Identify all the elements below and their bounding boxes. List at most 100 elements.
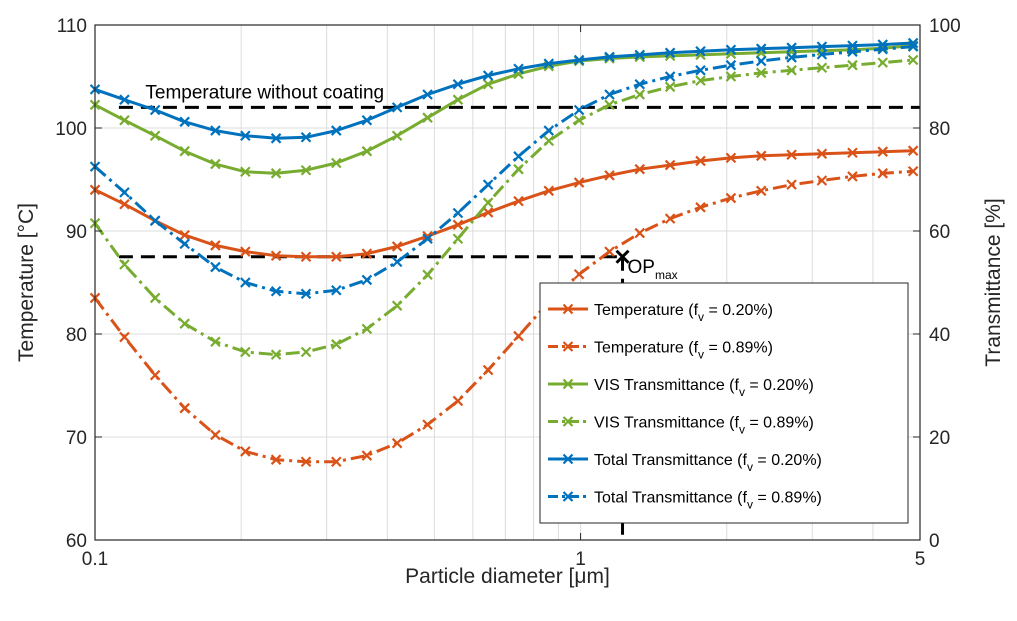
series-marker <box>786 52 797 63</box>
y-right-tick-label: 60 <box>929 222 950 243</box>
y-right-tick-label: 80 <box>929 119 950 140</box>
series-line <box>94 41 914 140</box>
legend-label-sub: v <box>698 348 704 362</box>
series-marker <box>119 259 130 270</box>
series-marker <box>149 104 161 116</box>
series-marker <box>725 152 737 164</box>
series-marker <box>452 94 464 105</box>
series-marker <box>422 419 433 430</box>
series-marker <box>847 147 858 158</box>
series-marker <box>634 89 646 100</box>
series-marker <box>755 43 767 54</box>
series-marker <box>604 246 615 257</box>
series-marker <box>119 94 130 105</box>
y-left-tick-label: 100 <box>55 119 87 140</box>
op-max-label: OPmax <box>628 257 678 282</box>
series-marker <box>562 341 574 352</box>
legend-label-main: Temperature (f <box>594 302 699 319</box>
series-marker <box>543 125 555 136</box>
series-marker <box>562 303 574 315</box>
series-marker <box>907 41 919 52</box>
series-marker <box>300 131 312 143</box>
series-marker <box>179 402 190 414</box>
series-marker <box>391 256 403 268</box>
legend-label: Temperature (fv = 0.89%) <box>594 340 773 362</box>
legend-label-main: VIS Transmittance (f <box>594 377 739 394</box>
series-marker <box>361 114 373 126</box>
y-right-tick-label: 0 <box>929 531 940 552</box>
series-marker <box>361 274 373 286</box>
series-marker <box>543 58 555 69</box>
series-marker <box>331 251 342 263</box>
series-marker <box>300 456 312 467</box>
series-marker <box>452 233 464 245</box>
series-marker <box>755 67 767 79</box>
y-left-tick-label: 110 <box>57 16 87 37</box>
x-tick-label: 1 <box>575 549 586 570</box>
series-marker <box>562 378 574 390</box>
series-marker <box>179 229 190 241</box>
reference-line-label: Temperature without coating <box>145 82 384 103</box>
series-marker <box>391 102 403 113</box>
series-marker <box>482 364 494 376</box>
y-right-tick-label: 40 <box>929 325 950 346</box>
series-marker <box>573 268 585 280</box>
series-marker <box>391 300 403 311</box>
series-marker <box>482 197 494 208</box>
series-marker <box>847 59 858 71</box>
legend-label-tail: = 0.20%) <box>704 302 773 319</box>
series-marker <box>391 437 403 449</box>
legend-label-sub: v <box>747 498 753 512</box>
legend-label-sub: v <box>739 423 745 437</box>
series-marker <box>270 250 282 261</box>
legend-item-3: VIS Transmittance (fv = 0.89%) <box>548 415 814 437</box>
series-marker <box>664 71 676 82</box>
legend-item-0: Temperature (fv = 0.20%) <box>548 302 773 324</box>
series-marker <box>482 207 494 218</box>
series-marker <box>210 429 221 441</box>
series-marker <box>562 416 574 427</box>
series-marker <box>877 43 889 55</box>
series-marker <box>562 453 574 465</box>
series-marker <box>240 166 251 178</box>
legend-item-5: Total Transmittance (fv = 0.89%) <box>548 490 822 512</box>
series-marker <box>240 246 251 257</box>
legend-item-4: Total Transmittance (fv = 0.20%) <box>548 452 822 474</box>
series-marker <box>331 125 342 136</box>
legend-label-sub: v <box>747 460 753 474</box>
series-marker <box>331 456 342 467</box>
series-marker <box>210 240 221 251</box>
series-layer <box>89 37 919 467</box>
series-5 <box>89 41 919 300</box>
legend-label: Total Transmittance (fv = 0.20%) <box>594 452 822 474</box>
series-marker <box>543 135 555 147</box>
series-marker <box>210 261 221 273</box>
legend-label-main: Total Transmittance (f <box>594 490 748 507</box>
legend-label-main: VIS Transmittance (f <box>594 415 739 432</box>
series-marker <box>755 185 767 197</box>
series-marker <box>119 198 130 210</box>
y-right-axis-title: Transmittance [%] <box>982 198 1005 366</box>
series-line <box>94 149 914 259</box>
series-marker <box>786 179 797 190</box>
series-marker <box>452 395 464 407</box>
series-marker <box>695 75 706 86</box>
series-marker <box>695 155 706 167</box>
series-marker <box>240 446 251 457</box>
series-marker <box>391 241 403 252</box>
series-marker <box>391 130 403 142</box>
series-marker <box>604 89 615 100</box>
op-max-label-sub: max <box>655 268 678 282</box>
legend-label-tail: = 0.20%) <box>745 377 814 394</box>
series-marker <box>300 346 312 358</box>
series-marker <box>664 47 676 59</box>
legend: Temperature (fv = 0.20%)Temperature (fv … <box>539 282 909 524</box>
series-marker <box>300 251 312 263</box>
series-marker <box>482 179 494 190</box>
series-marker <box>907 145 919 156</box>
series-marker <box>482 78 494 90</box>
series-marker <box>300 164 312 176</box>
x-tick-label: 5 <box>915 549 926 570</box>
series-line <box>94 44 914 175</box>
series-marker <box>270 349 282 360</box>
